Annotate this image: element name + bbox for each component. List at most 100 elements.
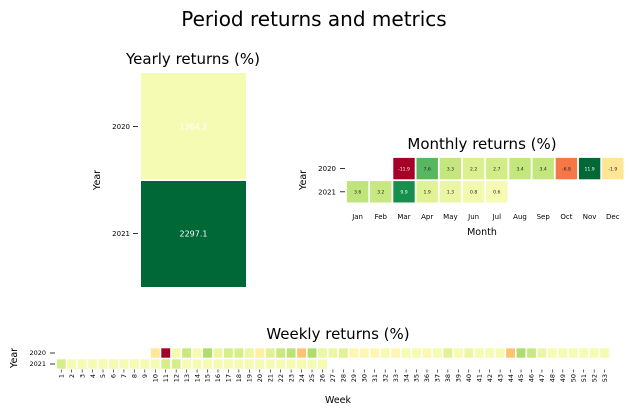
weekly-xtick-label: 44 [507,374,515,382]
weekly-cell-2021-5 [98,359,108,369]
weekly-cell-2021-17 [224,359,233,369]
weekly-cell-2021-8 [129,359,139,369]
weekly-xtick-label: 3 [78,374,86,378]
weekly-xtick-label: 45 [517,374,525,382]
weekly-xtick-label: 47 [538,374,546,382]
monthly-cell-2021-Feb [370,181,392,203]
weekly-cell-2021-4 [88,359,97,369]
weekly-cell-2021-6 [109,359,118,369]
weekly-cell-2020-46 [527,348,536,358]
weekly-cell-2020-30 [359,348,369,358]
monthly-xtick-label: Jan [351,213,363,221]
weekly-xtick-label: 10 [151,374,159,382]
weekly-cell-2020-22 [276,348,286,358]
monthly-returns-chart: Monthly returns (%) Year Month 2020 -11.9… [298,135,624,238]
weekly-xtick-label: 8 [131,374,139,378]
monthly-cell-2021-Apr [416,181,438,203]
weekly-xtick-label: 4 [89,374,97,378]
weekly-cell-2021-2 [67,359,77,369]
weekly-xtick-label: 21 [266,374,274,382]
monthly-xtick-label: Oct [560,213,572,221]
monthly-cell-label: 0.8 [470,190,477,196]
weekly-cell-2020-53 [600,348,610,358]
monthly-cell-label: 2.2 [470,166,477,172]
yearly-returns-chart: Yearly returns (%) Year 1364.2 2020 2297.1… [92,50,260,287]
weekly-ylabel: Year [9,348,20,369]
weekly-xtick-label: 15 [204,374,212,382]
weekly-xtick-label: 2 [68,374,76,378]
weekly-cell-2021-20 [255,359,265,369]
weekly-cell-2020-10 [150,348,160,358]
monthly-cell-label: -11.9 [398,166,410,172]
monthly-cell-2020-Sep [532,157,554,180]
weekly-cell-2021-24 [297,359,306,369]
monthly-cell-2020-Apr [416,157,438,180]
weekly-xtick-label: 5 [99,374,107,378]
weekly-xtick-label: 35 [413,374,421,382]
monthly-xtick-label: Feb [375,213,388,221]
weekly-cell-2021-21 [265,359,275,369]
weekly-cell-2020-47 [537,348,547,358]
monthly-xtick-label: Aug [513,213,527,221]
figure-title: Period returns and metrics [181,7,446,31]
weekly-cell-2021-26 [318,359,327,369]
weekly-cell-2021-12 [171,359,181,369]
weekly-cell-2020-35 [412,348,421,358]
weekly-xtick-label: 7 [120,374,128,378]
weekly-xtick-label: 11 [162,374,170,382]
monthly-xtick-label: Sep [537,213,551,221]
weekly-cell-2020-29 [349,348,359,358]
weekly-cell-2020-25 [307,348,317,358]
monthly-cell-label: 7.6 [424,166,431,172]
monthly-cell-2020-Jun [462,157,485,180]
weekly-xtick-label: 22 [277,374,285,382]
weekly-xtick-label: 16 [214,374,222,382]
weekly-cell-2020-21 [265,348,275,358]
weekly-xtick-label: 40 [465,374,473,382]
weekly-xtick-label: 28 [340,374,348,382]
monthly-ylabel: Year [298,170,309,191]
monthly-cell-2020-Nov [578,157,601,180]
weekly-xtick-label: 38 [444,374,452,382]
monthly-xlabel: Month [467,227,497,238]
weekly-cell-2021-1 [56,359,66,369]
weekly-xtick-label: 41 [475,374,483,382]
monthly-cell-2020-Oct [555,157,578,180]
weekly-cell-2021-3 [77,359,87,369]
monthly-xtick-label: Dec [606,213,620,221]
weekly-cell-2021-23 [286,359,296,369]
monthly-ytick-label: 2020 [318,165,336,173]
weekly-cell-2020-19 [244,348,254,358]
weekly-cell-2020-18 [234,348,244,358]
monthly-cell-label: 11.9 [584,166,594,172]
weekly-cell-2020-44 [506,348,515,358]
weekly-ytick-label: 2021 [29,360,46,368]
weekly-xtick-label: 42 [486,374,494,382]
weekly-cell-2020-20 [255,348,265,358]
weekly-cell-2020-50 [568,348,578,358]
monthly-xtick-label: May [443,213,457,221]
weekly-xtick-label: 6 [110,374,118,378]
weekly-xtick-label: 43 [496,374,504,382]
monthly-xtick-label: Nov [583,213,597,221]
weekly-xtick-label: 17 [225,374,233,382]
weekly-cell-2020-51 [579,348,589,358]
monthly-cell-label: 2.7 [493,166,500,172]
weekly-cell-2021-11 [161,359,171,369]
monthly-cell-2020-May [439,157,462,180]
weekly-cell-2021-10 [150,359,160,369]
weekly-xtick-label: 29 [350,374,358,382]
weekly-cell-2021-15 [203,359,212,369]
monthly-cell-2020-Dec [602,157,624,180]
weekly-cell-2020-49 [558,348,568,358]
weekly-cell-2020-32 [380,348,390,358]
weekly-xtick-label: 30 [360,374,368,382]
weekly-cell-2020-52 [589,348,599,358]
weekly-xtick-label: 13 [183,374,191,382]
yearly-cell-label: 2297.1 [180,230,208,239]
weekly-xtick-label: 51 [580,374,588,382]
yearly-ylabel: Year [92,170,103,191]
weekly-cell-2020-28 [338,348,348,358]
monthly-cell-label: 3.3 [447,166,454,172]
